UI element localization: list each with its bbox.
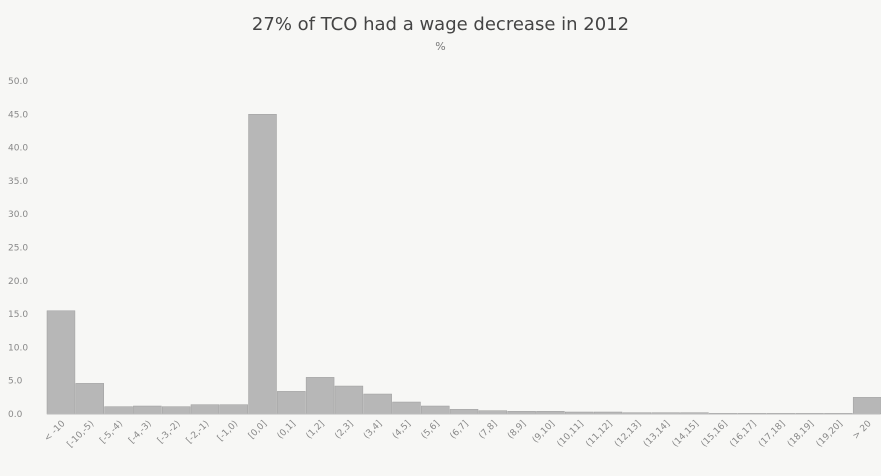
x-axis: < -10[-10,-5) [-5,-4) [-4,-3) [-3,-2) [-2,-1…	[43, 419, 874, 450]
x-tick-label: (19,20]	[815, 419, 845, 449]
x-tick-label: (2,3]	[333, 419, 355, 441]
y-tick-label: 50.0	[8, 77, 28, 87]
x-tick-label: (14,15]	[671, 419, 701, 449]
x-tick-label: [-10,-5)	[66, 419, 97, 450]
x-tick-label: (15,16]	[699, 419, 729, 449]
x-tick-label: (0,1]	[276, 419, 298, 441]
bar	[363, 393, 392, 415]
x-tick-label: [-5,-4)	[98, 419, 125, 446]
x-tick-label: (5,6]	[420, 419, 442, 441]
x-tick-label: (17,18]	[757, 419, 787, 449]
chart-subtitle: %	[435, 40, 446, 53]
x-tick-label: (1,2]	[304, 419, 326, 441]
bar	[449, 409, 479, 415]
x-tick-label: (3,4]	[362, 419, 384, 441]
y-tick-label: 5.0	[8, 377, 23, 387]
y-tick-label: 20.0	[8, 277, 28, 287]
bar	[190, 404, 220, 415]
x-tick-label: [-2,-1)	[185, 419, 212, 446]
x-tick-label: (16,17]	[728, 419, 758, 449]
x-tick-label: (10,11]	[556, 419, 586, 449]
y-tick-label: 35.0	[8, 177, 28, 187]
x-tick-label: [0,0]	[247, 419, 269, 441]
y-tick-label: 15.0	[8, 310, 28, 320]
bar	[161, 406, 191, 415]
bar	[133, 405, 162, 415]
y-tick-label: 40.0	[8, 144, 28, 154]
x-tick-label: (6,7]	[448, 419, 470, 441]
x-tick-label: (18,19]	[786, 419, 816, 449]
x-tick-label: (11,12]	[584, 419, 614, 449]
bar	[104, 406, 133, 415]
x-tick-label: (8,9]	[506, 419, 528, 441]
bar	[75, 383, 104, 415]
x-tick-label: > 20	[851, 419, 874, 442]
y-tick-label: 45.0	[8, 110, 28, 120]
chart-title: 27% of TCO had a wage decrease in 2012	[251, 14, 630, 35]
bar	[219, 404, 248, 415]
bar	[277, 391, 306, 415]
bar	[852, 397, 881, 415]
x-tick-label: [-3,-2)	[156, 419, 183, 446]
bar	[392, 401, 421, 415]
bar	[305, 377, 335, 415]
x-tick-label: (4,5]	[391, 419, 413, 441]
x-tick-label: (7,8]	[477, 419, 499, 441]
bar	[248, 114, 277, 415]
x-tick-label: (9,10]	[531, 419, 557, 445]
y-tick-label: 30.0	[8, 210, 28, 220]
x-tick-label: < -10	[43, 419, 68, 444]
bars	[46, 114, 881, 415]
x-tick-label: (13,14]	[642, 419, 672, 449]
y-tick-label: 10.0	[8, 343, 28, 353]
y-tick-label: 0.0	[8, 410, 23, 420]
y-tick-label: 25.0	[8, 244, 28, 254]
y-axis: 0.0 5.0 10.0 15.0 20.0 25.0 30.0 35.0 40.0 45.0 50…	[8, 77, 28, 420]
x-tick-label: [-1,0)	[216, 419, 240, 443]
x-tick-label: [-4,-3)	[127, 419, 154, 446]
bar	[334, 385, 364, 415]
bar	[421, 405, 450, 415]
x-tick-label: (12,13]	[613, 419, 643, 449]
bar	[46, 310, 76, 415]
